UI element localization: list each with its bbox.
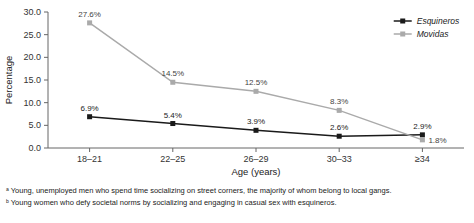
legend: Esquineros Movidas [394, 16, 460, 39]
footnote: ᵇ Young women who defy societal norms by… [6, 198, 337, 207]
y-tick-label: 15.0 [23, 75, 41, 85]
data-label: 12.5% [245, 78, 268, 87]
data-label: 5.4% [164, 111, 182, 120]
marker [337, 134, 342, 139]
x-tick-label: 18–21 [77, 154, 102, 164]
x-tick [422, 148, 423, 152]
marker [170, 121, 175, 126]
data-label: 2.6% [330, 123, 348, 132]
x-axis-label: Age (years) [231, 166, 280, 177]
y-tick [44, 80, 48, 81]
legend-label: Esquineros [417, 16, 460, 26]
y-tick-label: 20.0 [23, 52, 41, 62]
data-label: 2.9% [413, 122, 431, 131]
marker [420, 132, 425, 137]
y-tick-label: 25.0 [23, 30, 41, 40]
x-tick [256, 148, 257, 152]
x-tick [89, 148, 90, 152]
y-tick [44, 12, 48, 13]
series-line [90, 23, 423, 140]
legend-label: Movidas [417, 29, 449, 39]
y-tick-label: 30.0 [23, 7, 41, 17]
x-tick-label: 26–29 [243, 154, 268, 164]
x-tick-label: 22–25 [160, 154, 185, 164]
marker [87, 114, 92, 119]
marker [420, 137, 425, 142]
marker [170, 80, 175, 85]
x-tick [172, 148, 173, 152]
series-line [90, 117, 423, 136]
legend-marker [400, 32, 405, 37]
y-tick-label: 5.0 [28, 120, 41, 130]
data-label: 14.5% [161, 69, 184, 78]
y-tick [44, 34, 48, 35]
y-axis-label: Percentage [3, 56, 14, 105]
y-tick [44, 125, 48, 126]
y-tick-label: 10.0 [23, 98, 41, 108]
data-label: 1.8% [428, 136, 446, 145]
x-tick-label: 30–33 [327, 154, 352, 164]
data-label: 27.6% [78, 10, 101, 19]
plot-area [87, 20, 425, 142]
y-tick [44, 57, 48, 58]
data-label: 3.9% [247, 117, 265, 126]
y-tick [44, 102, 48, 103]
data-label: 6.9% [80, 104, 98, 113]
y-tick [44, 148, 48, 149]
y-tick-label: 0.0 [28, 143, 41, 153]
chart: 0.0 5.0 10.0 15.0 20.0 25.0 30.0 18–21 22–25 26–2… [0, 0, 474, 223]
footnote: ᵃ Young, unemployed men who spend time s… [6, 186, 392, 195]
marker [254, 89, 259, 94]
data-label: 8.3% [330, 97, 348, 106]
marker [87, 20, 92, 25]
legend-marker [400, 19, 405, 24]
x-tick-label: ≥34 [415, 154, 430, 164]
x-tick [339, 148, 340, 152]
marker [337, 108, 342, 113]
y-axis [48, 12, 49, 148]
marker [254, 128, 259, 133]
